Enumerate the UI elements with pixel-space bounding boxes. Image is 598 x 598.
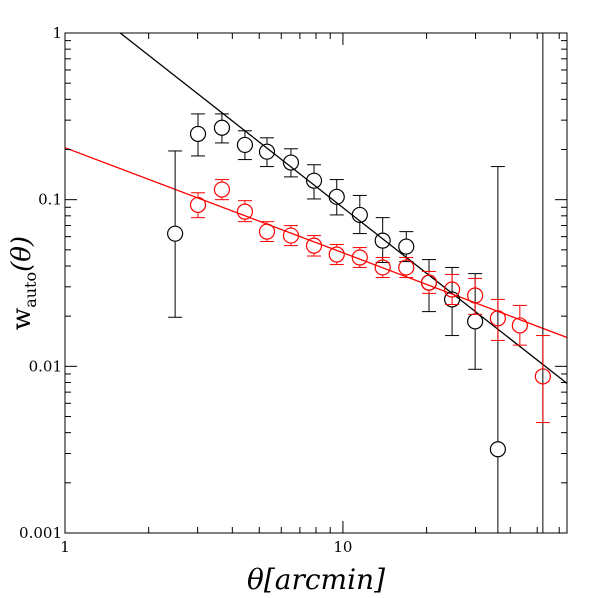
error-bar: [214, 113, 229, 144]
error-bar: [191, 192, 206, 219]
x-axis-label: θ[arcmin]: [247, 563, 385, 596]
data-point: [328, 246, 345, 263]
data-point: [282, 227, 300, 244]
error-bar: [307, 164, 322, 200]
plot-area: [65, 33, 567, 557]
y-tick-label: 0.001: [19, 524, 62, 542]
error-bar: [237, 130, 252, 161]
data-point: [374, 232, 391, 249]
data-point: [258, 143, 276, 160]
data-point: [398, 238, 415, 255]
data-point: [282, 154, 300, 171]
error-bar: [375, 217, 390, 263]
fit-line: [65, 147, 567, 339]
error-bar: [421, 270, 436, 294]
data-point: [535, 542, 550, 557]
data-point: [511, 317, 528, 334]
error-bar: [168, 150, 183, 318]
y-label-tail: (θ): [7, 236, 37, 272]
data-point: [351, 249, 368, 266]
data-point: [534, 368, 551, 385]
y-label-main: w: [7, 308, 37, 330]
y-tick-label: 0.01: [29, 357, 62, 375]
data-point: [189, 125, 207, 143]
error-bar: [399, 256, 414, 279]
error-bar: [237, 200, 252, 223]
y-tick-label: 1: [52, 24, 62, 42]
data-point: [305, 172, 323, 189]
error-bar: [329, 244, 344, 266]
data-point: [443, 291, 461, 308]
plot-frame: [64, 32, 568, 534]
data-point: [213, 181, 231, 198]
data-point: [328, 188, 345, 205]
data-point: [167, 225, 184, 242]
error-bar: [445, 273, 460, 305]
y-tick-label: 0.1: [38, 191, 62, 209]
data-point: [236, 203, 254, 220]
error-bar: [535, 335, 550, 424]
error-bar: [542, 33, 544, 533]
error-bar: [283, 148, 298, 178]
error-bar: [352, 194, 367, 235]
data-point: [443, 281, 461, 298]
data-point: [374, 259, 391, 276]
data-point: [351, 206, 368, 224]
data-point: [398, 259, 415, 276]
error-bar: [329, 179, 344, 216]
error-bar: [259, 137, 274, 168]
data-point: [467, 313, 484, 330]
data-point: [213, 119, 231, 136]
error-bar: [214, 179, 229, 201]
y-label-sub: auto: [21, 272, 40, 308]
data-point: [489, 441, 506, 458]
data-point: [467, 287, 484, 304]
data-point: [420, 274, 438, 291]
fit-line: [119, 33, 567, 384]
error-bar: [468, 277, 483, 315]
error-bar: [307, 235, 322, 257]
x-tick-label: 1: [60, 538, 70, 556]
x-tick-label: 10: [333, 538, 352, 556]
error-bar: [490, 166, 505, 533]
error-bar: [421, 259, 436, 313]
data-point: [236, 136, 254, 154]
data-point: [189, 196, 207, 214]
error-bar: [375, 256, 390, 279]
y-axis-label: wauto(θ): [7, 236, 40, 330]
data-point: [305, 237, 323, 254]
y-axis-label-text: wauto(θ): [7, 236, 40, 330]
error-bar: [352, 247, 367, 268]
error-bar: [191, 113, 206, 157]
error-bar: [283, 225, 298, 247]
data-point: [258, 223, 276, 240]
error-bar: [259, 221, 274, 243]
error-bar: [490, 298, 505, 341]
error-bar: [512, 304, 527, 346]
data-point: [489, 310, 506, 327]
